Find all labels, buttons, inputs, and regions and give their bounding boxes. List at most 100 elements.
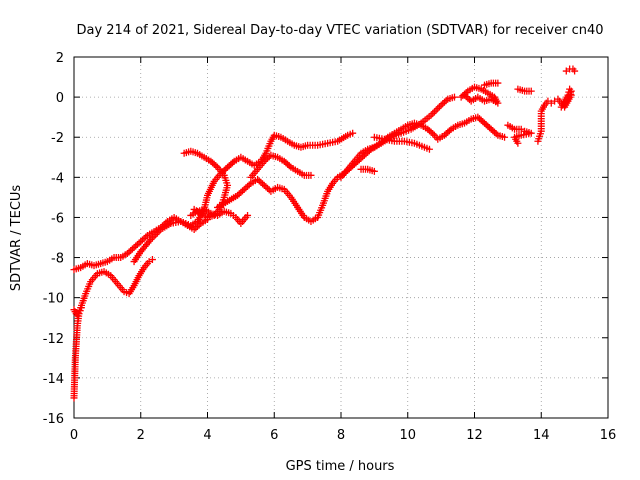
data-point bbox=[280, 157, 288, 165]
x-tick-label: 10 bbox=[399, 428, 416, 443]
series-track-17 bbox=[557, 85, 575, 111]
series-track-18 bbox=[562, 65, 579, 75]
y-tick-label: -12 bbox=[43, 332, 64, 347]
y-tick-label: 0 bbox=[56, 91, 64, 106]
data-point bbox=[465, 96, 473, 104]
series-track-8 bbox=[247, 151, 315, 181]
data-point bbox=[264, 184, 272, 192]
data-point bbox=[132, 242, 140, 250]
data-point bbox=[235, 190, 243, 198]
data-point bbox=[133, 241, 141, 249]
data-point bbox=[460, 91, 468, 99]
data-point bbox=[564, 97, 572, 105]
data-point bbox=[370, 167, 378, 175]
data-point bbox=[209, 159, 217, 167]
data-point bbox=[244, 182, 252, 190]
data-point bbox=[148, 234, 156, 242]
data-point bbox=[285, 162, 293, 170]
y-tick-label: -14 bbox=[43, 372, 64, 387]
data-point bbox=[429, 109, 437, 117]
x-tick-label: 12 bbox=[466, 428, 483, 443]
data-point bbox=[434, 104, 442, 112]
data-marks bbox=[70, 65, 579, 402]
data-point bbox=[207, 157, 215, 165]
data-point bbox=[427, 128, 435, 136]
data-point bbox=[127, 247, 135, 255]
data-point bbox=[155, 227, 163, 235]
data-point bbox=[147, 236, 155, 244]
data-point bbox=[240, 185, 248, 193]
series-track-12 bbox=[457, 83, 502, 107]
x-tick-label: 4 bbox=[203, 428, 211, 443]
y-tick-label: -8 bbox=[51, 252, 64, 267]
data-point bbox=[210, 160, 218, 168]
y-tick-label: 2 bbox=[56, 51, 64, 66]
data-point bbox=[501, 133, 509, 141]
data-point bbox=[425, 145, 433, 153]
data-point bbox=[491, 128, 499, 136]
data-point bbox=[262, 183, 270, 191]
y-tick-label: -16 bbox=[43, 412, 64, 427]
data-point bbox=[442, 130, 450, 138]
data-point bbox=[566, 85, 574, 93]
x-tick-label: 16 bbox=[600, 428, 617, 443]
data-point bbox=[484, 122, 492, 130]
chart-title: Day 214 of 2021, Sidereal Day-to-day VTE… bbox=[76, 23, 603, 38]
data-point bbox=[440, 131, 448, 139]
data-point bbox=[284, 160, 292, 168]
data-point bbox=[349, 129, 357, 137]
data-point bbox=[444, 128, 452, 136]
data-point bbox=[125, 248, 133, 256]
data-point bbox=[377, 139, 385, 147]
data-point bbox=[153, 229, 161, 237]
series-track-10 bbox=[370, 133, 433, 153]
data-point bbox=[487, 125, 495, 133]
data-point bbox=[429, 130, 437, 138]
data-point bbox=[494, 79, 502, 87]
data-point bbox=[138, 236, 146, 244]
series-track-5 bbox=[180, 147, 232, 221]
data-point bbox=[152, 230, 160, 238]
data-point bbox=[254, 175, 262, 183]
data-point bbox=[514, 139, 522, 147]
data-point bbox=[445, 127, 453, 135]
data-point bbox=[148, 256, 156, 264]
data-point bbox=[450, 93, 458, 101]
x-tick-label: 0 bbox=[70, 428, 78, 443]
x-tick-label: 8 bbox=[337, 428, 345, 443]
x-tick-label: 6 bbox=[270, 428, 278, 443]
data-point bbox=[430, 108, 438, 116]
series-track-14 bbox=[514, 85, 535, 95]
x-tick-labels: 0 2 4 6 8 10 12 14 16 bbox=[70, 428, 616, 443]
axis-ticks bbox=[73, 56, 609, 419]
data-point bbox=[257, 178, 265, 186]
data-point bbox=[239, 187, 247, 195]
data-point bbox=[265, 153, 273, 161]
y-tick-label: -4 bbox=[51, 171, 64, 186]
data-point bbox=[442, 97, 450, 105]
series-track-4 bbox=[130, 129, 357, 266]
data-point bbox=[474, 113, 482, 121]
y-tick-label: -2 bbox=[51, 131, 64, 146]
x-axis-label: GPS time / hours bbox=[286, 459, 395, 474]
data-point bbox=[244, 211, 252, 219]
y-tick-label: -10 bbox=[43, 292, 64, 307]
data-point bbox=[482, 121, 490, 129]
data-point bbox=[435, 103, 443, 111]
series-track-1 bbox=[70, 304, 85, 402]
data-point bbox=[481, 119, 489, 127]
series-track-13 bbox=[481, 79, 502, 89]
series-track-15 bbox=[504, 121, 535, 147]
data-point bbox=[224, 163, 232, 171]
data-point bbox=[467, 97, 475, 105]
data-point bbox=[260, 181, 268, 189]
data-point bbox=[130, 244, 138, 252]
data-point bbox=[229, 159, 237, 167]
data-point bbox=[123, 250, 131, 258]
data-point bbox=[282, 159, 290, 167]
data-point bbox=[259, 180, 267, 188]
data-point bbox=[234, 191, 242, 199]
data-point bbox=[237, 188, 245, 196]
data-point bbox=[425, 127, 433, 135]
